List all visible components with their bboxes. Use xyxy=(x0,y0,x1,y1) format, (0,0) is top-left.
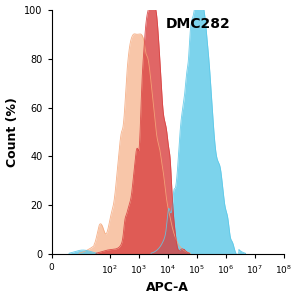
Text: DMC282: DMC282 xyxy=(166,17,230,31)
X-axis label: APC-A: APC-A xyxy=(146,281,189,294)
Y-axis label: Count (%): Count (%) xyxy=(6,97,18,167)
